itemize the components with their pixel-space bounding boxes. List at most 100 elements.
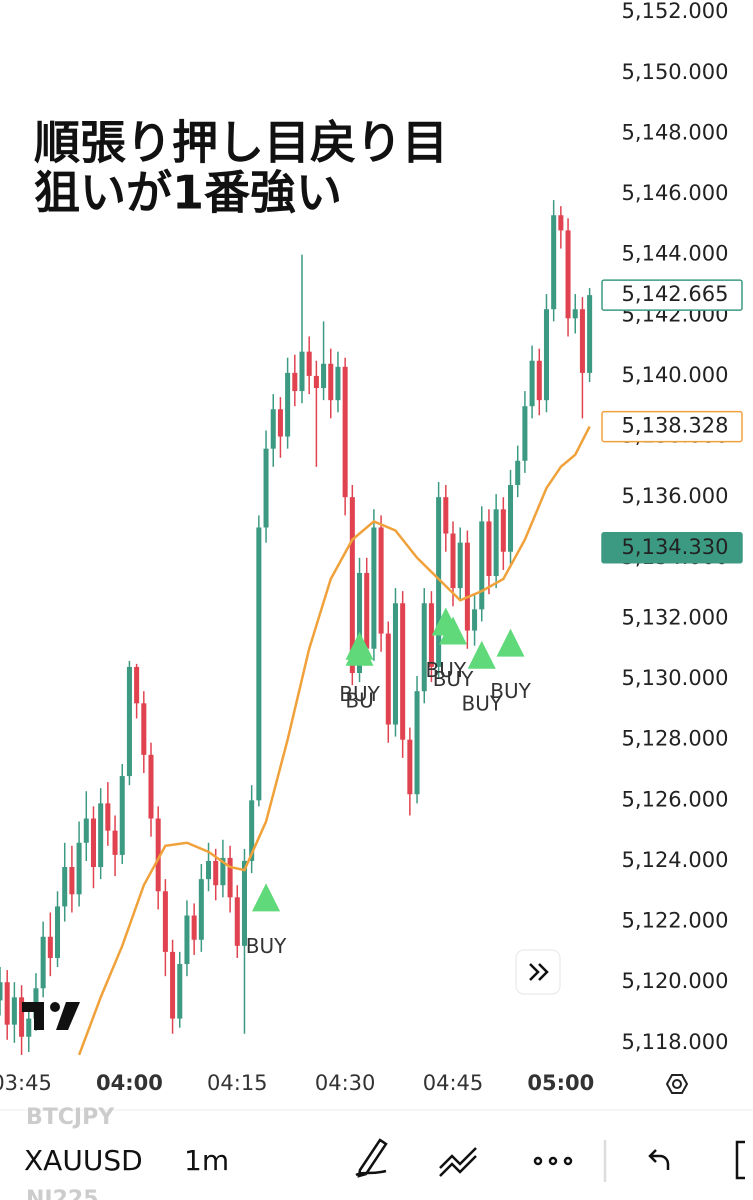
candle-body [508, 485, 514, 552]
candle-body [270, 409, 276, 449]
y-tick-label: 5,126.000 [622, 787, 729, 811]
candle-body [486, 521, 492, 576]
candle-body [285, 372, 291, 437]
candle-body [292, 372, 298, 392]
candle-body [62, 867, 68, 907]
candle-body [421, 603, 427, 692]
buy-label: BUY [490, 679, 531, 703]
buy-label: BU [345, 688, 373, 712]
y-tick-label: 5,124.000 [622, 848, 729, 872]
candle-body [119, 776, 125, 855]
interval[interactable]: 1m [184, 1144, 229, 1177]
candle-body [213, 860, 219, 886]
candle-body [414, 691, 420, 795]
candle-body [407, 739, 413, 795]
candle-body [543, 309, 549, 401]
candle-body [162, 891, 168, 952]
candle-body [500, 509, 506, 552]
candle-body [364, 572, 370, 649]
buy-label: BUY [339, 682, 380, 706]
buy-label: BUY [433, 667, 474, 691]
candle-body [141, 703, 147, 755]
candle-body [4, 982, 10, 1025]
candle-body [572, 309, 578, 319]
y-tick-label: 5,144.000 [622, 242, 729, 266]
candle-body [263, 448, 269, 528]
buy-triangle [496, 628, 525, 657]
candle-body [357, 572, 363, 673]
buy-triangle [467, 640, 496, 669]
candle-body [83, 818, 89, 843]
x-tick-label: 04:15 [207, 1071, 268, 1095]
candle-body [234, 897, 240, 946]
price-label: 5,142.665 [622, 282, 729, 306]
title-line: 順張り押し目戻り目 [34, 116, 448, 170]
symbol-next[interactable]: NI225 [26, 1187, 99, 1200]
candle-body [40, 936, 46, 989]
candle-body [299, 351, 305, 392]
candle-body [529, 360, 535, 407]
price-label: 5,138.328 [622, 414, 729, 438]
candle-body [11, 997, 17, 1025]
candle-body [558, 215, 564, 231]
candle-body [515, 460, 521, 486]
moving-average [77, 426, 591, 1056]
candle-body [177, 964, 183, 1019]
y-tick-label: 5,148.000 [622, 120, 729, 144]
y-tick-label: 5,132.000 [622, 605, 729, 629]
symbol-prev[interactable]: BTCJPY [26, 1105, 115, 1130]
candle-body [198, 879, 204, 940]
candle-body [457, 542, 463, 589]
candle-body [565, 230, 571, 319]
x-tick-label: 05:00 [527, 1071, 594, 1095]
candle-body [241, 860, 247, 946]
y-tick-label: 5,120.000 [622, 969, 729, 993]
candle-body [134, 666, 140, 704]
candle-body [256, 527, 262, 801]
candle-body [335, 366, 341, 401]
buy-label: BUY [426, 658, 467, 682]
candle-body [342, 366, 348, 498]
candle-body [493, 509, 499, 576]
toolbar-icons[interactable] [355, 1138, 745, 1182]
candle-body [306, 351, 312, 376]
price-label-box [601, 410, 743, 443]
scroll-button[interactable] [515, 949, 561, 995]
candle-body [227, 857, 233, 898]
candle-body [371, 527, 377, 649]
candle-body [47, 936, 53, 958]
candle-body [220, 857, 226, 886]
price-label-box [601, 532, 743, 564]
x-tick-label: 04:30 [315, 1071, 376, 1095]
candle-body [155, 818, 161, 892]
candle-body [191, 915, 197, 940]
price-label: 5,134.330 [622, 535, 729, 559]
y-tick-label: 5,118.000 [622, 1030, 729, 1054]
settings-icon[interactable] [665, 1074, 689, 1094]
candle-body [105, 803, 111, 831]
symbol[interactable]: XAUUSD [24, 1144, 143, 1177]
candle-body [378, 527, 384, 634]
candle-body [98, 803, 104, 868]
candle-body [392, 603, 398, 725]
candle-body [551, 215, 557, 310]
x-tick-label: 04:00 [96, 1071, 163, 1095]
price-label-box [601, 279, 743, 311]
buy-triangle [345, 637, 374, 666]
candle-body [0, 982, 3, 1001]
candle-body [472, 609, 478, 631]
candle-body [277, 409, 283, 437]
candle-body [249, 800, 255, 861]
candle-body [90, 818, 96, 868]
candle-body [536, 360, 542, 401]
candle-body [579, 309, 585, 373]
candle-body [126, 666, 132, 777]
candle-body [76, 842, 82, 895]
y-tick-label: 5,140.000 [622, 363, 729, 387]
candle-body [428, 603, 434, 667]
candle-body [170, 951, 176, 1019]
candle-body [19, 997, 25, 1037]
candle-body [385, 633, 391, 725]
candle-body [400, 603, 406, 740]
